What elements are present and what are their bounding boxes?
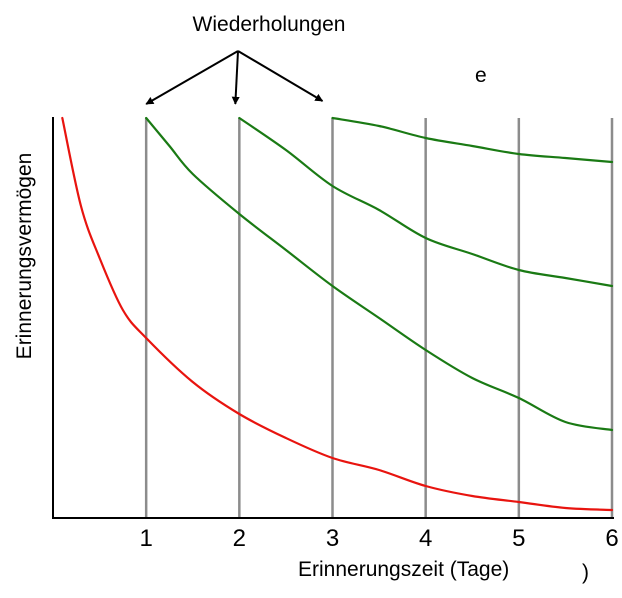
- annotation-arrow-3: [237, 50, 324, 102]
- review-curve-line-1: [145, 116, 614, 432]
- x-tick-label-1: 1: [139, 525, 152, 552]
- x-axis-label: Erinnerungszeit (Tage): [298, 558, 509, 581]
- stray-mark-paren: ): [582, 561, 589, 584]
- annotation-arrow-1: [145, 50, 239, 105]
- x-tick-label-3: 3: [326, 525, 339, 552]
- annotation-label: Wiederholungen: [193, 13, 346, 36]
- review-curve-line-3: [331, 116, 614, 164]
- x-tick-label-2: 2: [233, 525, 246, 552]
- vertical-gridlines: [144, 118, 614, 518]
- forgetting-curve-line: [61, 116, 614, 512]
- x-tick-label-4: 4: [419, 525, 432, 552]
- series-layer: [61, 116, 614, 512]
- x-tick-label-5: 5: [512, 525, 525, 552]
- annotation-arrows: [145, 50, 324, 105]
- stray-mark-e: e: [475, 64, 487, 87]
- annotation-arrow-2: [231, 50, 240, 105]
- x-tick-label-6: 6: [605, 525, 618, 552]
- y-axis-label: Erinnerungsvermögen: [13, 153, 36, 360]
- review-curve-line-2: [238, 116, 614, 288]
- x-tick-labels: 1 2 3 4 5 6: [139, 525, 618, 552]
